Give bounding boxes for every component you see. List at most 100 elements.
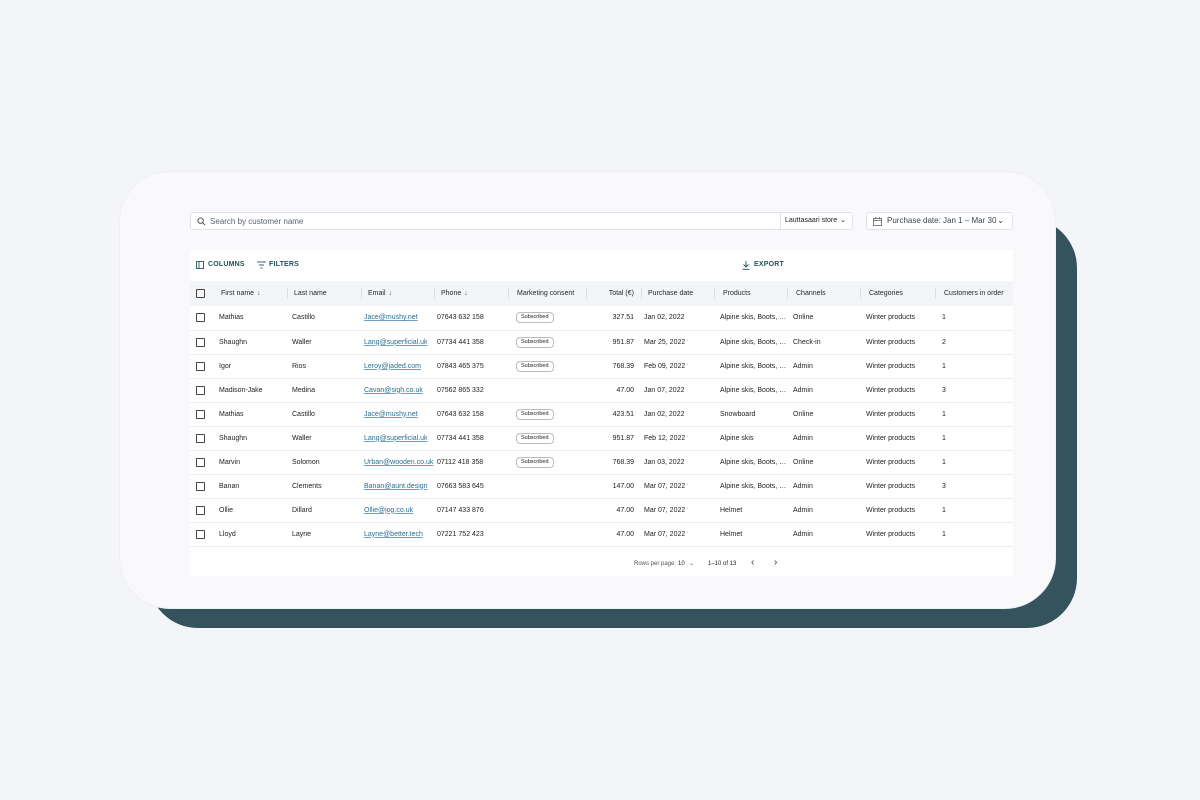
header-total[interactable]: Total (€) — [587, 281, 642, 306]
header-email[interactable]: Email ↓ — [362, 281, 435, 306]
chevron-down-icon[interactable]: ⌄ — [689, 561, 695, 567]
chevron-down-icon: ⌄ — [997, 216, 1004, 225]
cell-marketing-consent — [509, 378, 587, 402]
header-marketing-consent[interactable]: Marketing consent — [509, 281, 587, 306]
cell-products: Alpine skis, Boots, He... — [720, 386, 788, 394]
row-checkbox-cell[interactable] — [190, 522, 215, 546]
header-purchase-date[interactable]: Purchase date — [642, 281, 715, 306]
table-row[interactable]: Marvin Solomon Urban@wooden.co.uk 07112 418… — [190, 450, 1013, 474]
search-input[interactable] — [210, 214, 770, 228]
row-checkbox-cell[interactable] — [190, 402, 215, 426]
email-link[interactable]: Jace@mushy.net — [364, 410, 418, 418]
row-checkbox[interactable] — [196, 313, 205, 323]
email-link[interactable]: Layne@better.tech — [364, 530, 423, 538]
header-first-name[interactable]: First name ↓ — [215, 281, 288, 306]
email-link[interactable]: Cavan@sigh.co.uk — [364, 386, 423, 394]
header-channels-label: Channels — [796, 290, 826, 297]
rows-per-page-label: Rows per page: — [634, 561, 677, 567]
cell-last-name: Waller — [292, 338, 312, 346]
email-link[interactable]: Ollie@jog.co.uk — [364, 506, 414, 514]
cell-customers-in-order: 1 — [942, 362, 946, 370]
cell-products: Alpine skis, Boots, He... — [720, 482, 788, 490]
row-checkbox[interactable] — [196, 409, 205, 419]
cell-channel: Admin — [793, 362, 813, 370]
filter-bar: Lauttasaari store ⌄ Purchase date: Jan 1… — [190, 212, 1013, 232]
row-checkbox[interactable] — [196, 481, 205, 491]
header-last-name[interactable]: Last name — [288, 281, 362, 306]
email-link[interactable]: Urban@wooden.co.uk — [364, 458, 434, 466]
cell-category: Winter products — [866, 482, 916, 490]
header-products[interactable]: Products — [715, 281, 788, 306]
cell-first-name: Mathias — [219, 410, 244, 418]
row-checkbox[interactable] — [196, 361, 205, 371]
filters-button[interactable]: FILTERS — [257, 259, 299, 271]
row-checkbox-cell[interactable] — [190, 474, 215, 498]
filter-icon — [257, 261, 266, 269]
cell-customers-in-order: 1 — [942, 506, 946, 514]
header-categories-label: Categories — [869, 290, 903, 297]
select-all-checkbox-cell[interactable] — [190, 281, 215, 306]
cell-total: 47.00 — [616, 506, 634, 514]
email-link[interactable]: Lang@superficial.uk — [364, 434, 428, 442]
cell-purchase-date: Jan 02, 2022 — [644, 410, 685, 418]
cell-phone: 07562 865 332 — [437, 386, 484, 394]
purchase-date-filter[interactable]: Purchase date: Jan 1 – Mar 30 ⌄ — [866, 212, 1013, 230]
table-row[interactable]: Banan Clements Banan@aunt.design 07663 583 … — [190, 474, 1013, 498]
table-row[interactable]: Shaughn Waller Lang@superficial.uk 07734 44… — [190, 426, 1013, 450]
next-page-button[interactable]: › — [774, 557, 778, 568]
cell-products: Alpine skis, Boots, He... — [720, 362, 788, 370]
row-checkbox-cell[interactable] — [190, 426, 215, 450]
table-row[interactable]: Ollie Dillard Ollie@jog.co.uk 07147 433 876… — [190, 498, 1013, 522]
cell-marketing-consent — [509, 522, 587, 546]
cell-category: Winter products — [866, 434, 916, 442]
row-checkbox-cell[interactable] — [190, 306, 215, 330]
row-checkbox-cell[interactable] — [190, 450, 215, 474]
export-button[interactable]: EXPORT — [742, 259, 784, 271]
store-select[interactable]: Lauttasaari store ⌄ — [780, 213, 852, 229]
header-phone[interactable]: Phone ↓ — [435, 281, 509, 306]
cell-purchase-date: Jan 03, 2022 — [644, 458, 685, 466]
rows-per-page-select[interactable]: 10 — [678, 561, 685, 567]
row-checkbox-cell[interactable] — [190, 330, 215, 354]
row-checkbox[interactable] — [196, 337, 205, 347]
header-customers-in-order[interactable]: Customers in order — [936, 281, 1013, 306]
table-row[interactable]: Shaughn Waller Lang@superficial.uk 07734 44… — [190, 330, 1013, 354]
email-link[interactable]: Leroy@jaded.com — [364, 362, 421, 370]
select-all-checkbox[interactable] — [196, 289, 205, 298]
cell-phone: 07147 433 876 — [437, 506, 484, 514]
cell-purchase-date: Feb 12, 2022 — [644, 434, 686, 442]
table-row[interactable]: Madison-Jake Medina Cavan@sigh.co.uk 07562 … — [190, 378, 1013, 402]
row-checkbox[interactable] — [196, 457, 205, 467]
header-channels[interactable]: Channels — [788, 281, 861, 306]
cell-category: Winter products — [866, 530, 916, 538]
columns-button[interactable]: COLUMNS — [196, 259, 245, 271]
search-box[interactable]: Lauttasaari store ⌄ — [190, 212, 853, 230]
table-row[interactable]: Igor Rios Leroy@jaded.com 07843 465 375 Subs… — [190, 354, 1013, 378]
cell-email: Jace@mushy.net — [362, 306, 435, 330]
cell-channel: Admin — [793, 434, 813, 442]
cell-channel: Online — [793, 314, 814, 322]
cell-purchase-date: Mar 07, 2022 — [644, 506, 686, 514]
cell-category: Winter products — [866, 410, 916, 418]
row-checkbox-cell[interactable] — [190, 498, 215, 522]
subscribed-badge: Subscribed — [516, 336, 554, 348]
table-row[interactable]: Mathias Castillo Jace@mushy.net 07643 632 1… — [190, 306, 1013, 330]
email-link[interactable]: Banan@aunt.design — [364, 482, 428, 490]
row-checkbox[interactable] — [196, 505, 205, 515]
row-checkbox-cell[interactable] — [190, 378, 215, 402]
row-checkbox-cell[interactable] — [190, 354, 215, 378]
table-row[interactable]: Lloyd Layne Layne@better.tech 07221 752 423… — [190, 522, 1013, 546]
cell-category: Winter products — [866, 506, 916, 514]
cell-products: Alpine skis, Boots, He... — [720, 458, 788, 466]
cell-total: 423.51 — [612, 410, 634, 418]
cell-total: 47.00 — [616, 386, 634, 394]
table-row[interactable]: Mathias Castillo Jace@mushy.net 07643 632 1… — [190, 402, 1013, 426]
header-categories[interactable]: Categories — [861, 281, 936, 306]
email-link[interactable]: Jace@mushy.net — [364, 314, 418, 322]
row-checkbox[interactable] — [196, 529, 205, 539]
email-link[interactable]: Lang@superficial.uk — [364, 338, 428, 346]
columns-icon — [196, 261, 204, 269]
row-checkbox[interactable] — [196, 433, 205, 443]
previous-page-button[interactable]: ‹ — [751, 557, 755, 568]
row-checkbox[interactable] — [196, 385, 205, 395]
